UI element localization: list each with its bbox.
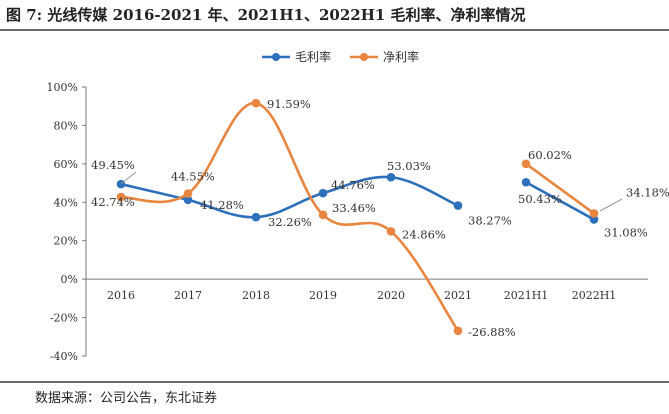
x-tick-label: 2022H1	[572, 289, 617, 302]
x-tick-label: 2021H1	[504, 289, 549, 302]
legend-net-marker	[360, 53, 368, 61]
x-tick-label: 2016	[107, 289, 135, 302]
data-point	[251, 212, 261, 222]
legend-gross-marker	[272, 53, 280, 61]
data-label: -26.88%	[468, 325, 516, 339]
data-labels: 49.45% 41.28% 32.26% 44.76% 53.03% 38.27% 50.4…	[91, 97, 669, 339]
legend: 毛利率 净利率	[262, 49, 419, 64]
y-tick-label: -40%	[50, 350, 78, 363]
y-tick-label: 60%	[54, 158, 78, 171]
data-point	[386, 172, 396, 182]
data-point	[183, 195, 193, 205]
data-label: 44.55%	[171, 170, 215, 184]
data-label: 41.28%	[200, 198, 244, 212]
leader-line	[599, 198, 623, 212]
legend-gross-label: 毛利率	[295, 49, 331, 64]
data-label: 32.26%	[268, 215, 312, 229]
source-note: 数据来源：公司公告，东北证券	[35, 391, 218, 406]
top-rule	[0, 29, 669, 31]
data-point	[589, 209, 599, 218]
x-tick-label: 2020	[377, 289, 405, 302]
data-label: 49.45%	[91, 158, 135, 172]
data-point	[183, 189, 193, 198]
y-tick-label: 0%	[61, 273, 78, 286]
data-point	[251, 98, 261, 108]
series-layer	[116, 98, 599, 336]
data-point	[318, 210, 328, 220]
data-label: 44.76%	[331, 178, 375, 192]
data-label: 42.74%	[91, 195, 135, 209]
data-point	[116, 192, 126, 202]
data-point	[453, 326, 463, 336]
y-tick-label: 80%	[54, 119, 78, 132]
x-tick-label: 2017	[174, 289, 202, 302]
y-tick-label: 40%	[54, 196, 78, 209]
data-label: 50.43%	[518, 192, 562, 206]
data-label: 53.03%	[387, 159, 431, 173]
data-label: 34.18%	[626, 185, 669, 199]
x-tick-label: 2018	[242, 289, 270, 302]
leader-line	[120, 171, 137, 185]
data-label: 31.08%	[604, 225, 648, 239]
data-point	[386, 227, 396, 236]
data-point	[318, 188, 328, 198]
bottom-rule	[0, 381, 669, 383]
axes: -40% -20% 0% 20% 40% 60% 80% 100% 2016 2017 2018 20…	[47, 81, 648, 363]
data-label: 60.02%	[528, 148, 572, 162]
data-label: 24.86%	[402, 227, 446, 241]
data-point	[589, 215, 599, 224]
legend-net-label: 净利率	[383, 49, 419, 64]
x-tick-label: 2019	[309, 289, 337, 302]
data-label: 33.46%	[332, 201, 376, 215]
data-label: 38.27%	[468, 214, 512, 228]
data-point	[453, 201, 463, 210]
data-point	[521, 177, 531, 187]
y-tick-label: -20%	[50, 312, 78, 325]
data-point	[521, 159, 531, 169]
y-tick-label: 100%	[47, 81, 78, 94]
series-line	[524, 162, 596, 215]
x-tick-label: 2021	[444, 289, 472, 302]
series-line	[524, 180, 596, 221]
data-label: 91.59%	[267, 97, 311, 111]
figure-title: 图 7: 光线传媒 2016-2021 年、2021H1、2022H1 毛利率、…	[6, 6, 526, 24]
y-tick-label: 20%	[54, 235, 78, 248]
